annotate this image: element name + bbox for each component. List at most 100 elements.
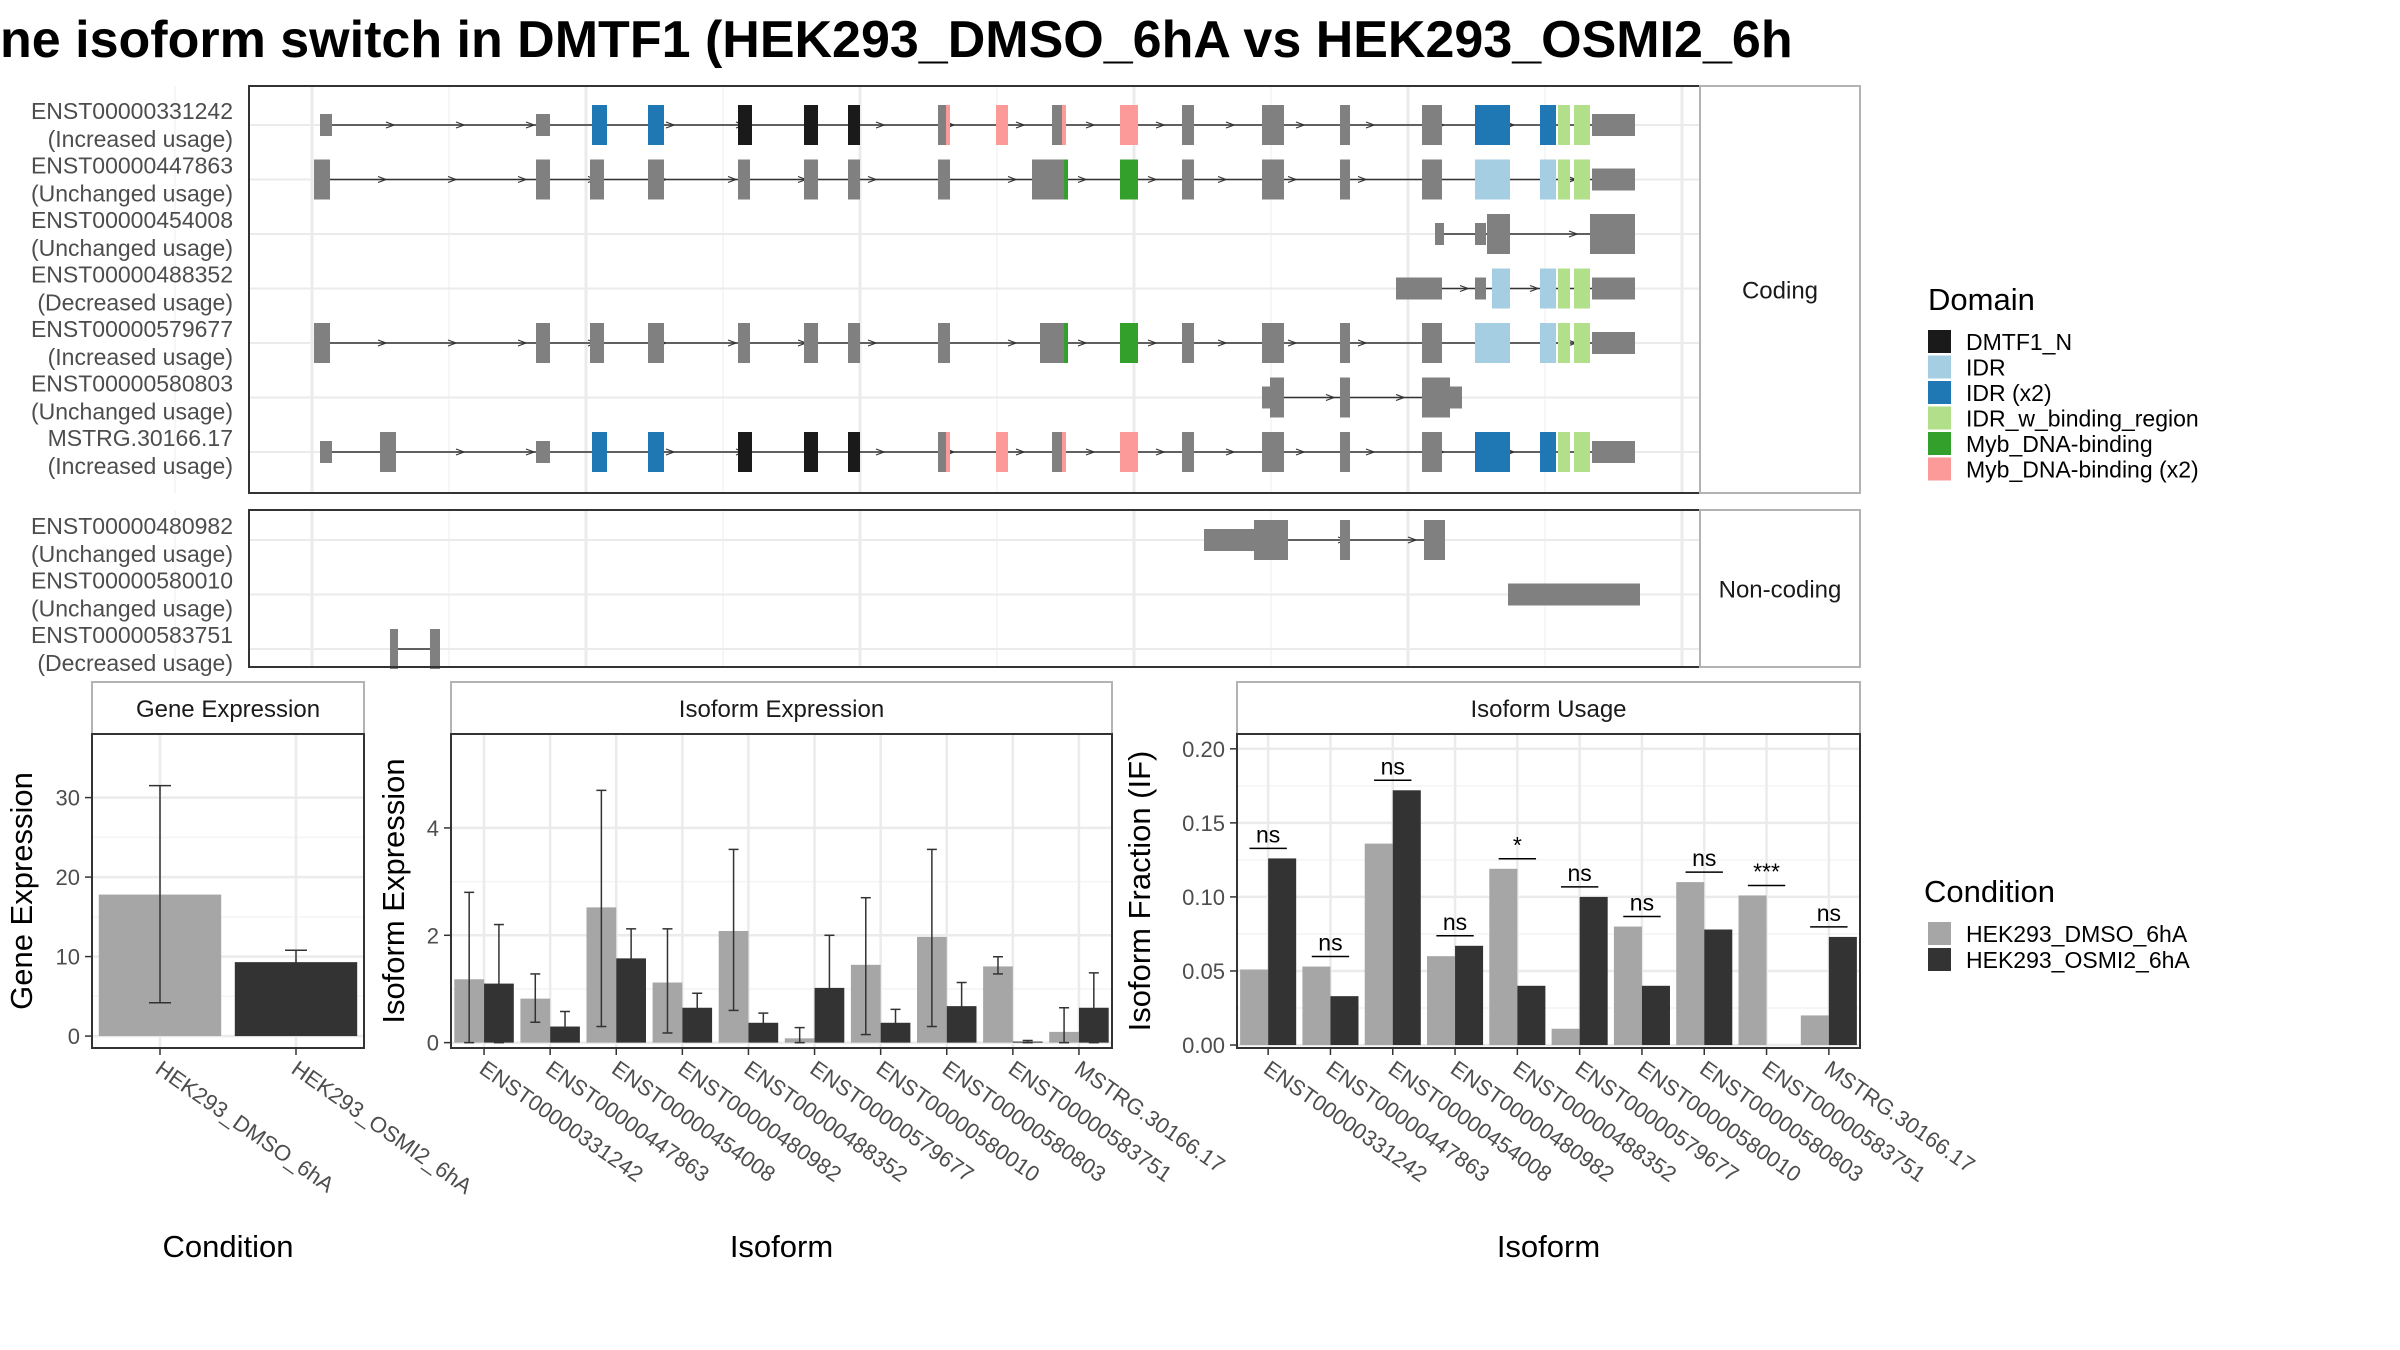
figure-title: ne isoform switch in DMTF1 (HEK293_DMSO_… bbox=[0, 11, 1793, 69]
exon-block bbox=[996, 105, 1008, 145]
domain-segment bbox=[946, 432, 950, 472]
intron-arrow bbox=[875, 448, 886, 456]
exon-block bbox=[1592, 114, 1635, 136]
exon-block bbox=[536, 323, 550, 363]
isoform-expression-panel: Isoform Expression024ENST00000331242ENST… bbox=[376, 681, 1230, 1264]
exon-block bbox=[1540, 159, 1556, 200]
y-tick-label: 4 bbox=[427, 816, 439, 841]
exon-block bbox=[1540, 432, 1556, 472]
exon-block bbox=[648, 323, 664, 363]
isoform-usage-label: (Increased usage) bbox=[48, 344, 233, 370]
exon-block bbox=[1574, 105, 1590, 145]
exon-block bbox=[804, 432, 818, 472]
domain-segment bbox=[1064, 323, 1068, 363]
panel-strip-label: Isoform Usage bbox=[1470, 696, 1626, 723]
exon-block bbox=[1204, 529, 1254, 551]
intron-arrow bbox=[1085, 121, 1096, 129]
exon-block bbox=[1340, 105, 1350, 145]
exon-block bbox=[738, 432, 752, 472]
intron-arrow bbox=[1077, 339, 1088, 347]
bar bbox=[1579, 896, 1608, 1046]
bar bbox=[1427, 956, 1456, 1046]
isoform-structure bbox=[320, 432, 1635, 472]
y-axis-title: Gene Expression bbox=[4, 772, 39, 1010]
intron-arrow bbox=[1357, 339, 1368, 347]
bar bbox=[1517, 985, 1546, 1046]
panel-strip bbox=[450, 681, 1113, 735]
noncoding-facet bbox=[174, 509, 1701, 669]
y-tick-label: 0.20 bbox=[1182, 737, 1225, 762]
bar bbox=[1330, 996, 1359, 1046]
intron-arrow bbox=[1007, 339, 1018, 347]
plot-border bbox=[450, 733, 1113, 1049]
panel-strip bbox=[91, 681, 365, 735]
isoform-id-label: ENST00000488352 bbox=[31, 262, 233, 288]
isoform-structure bbox=[1435, 214, 1635, 254]
exon-block bbox=[804, 159, 818, 200]
exon-block bbox=[996, 432, 1008, 472]
significance-label: ns bbox=[1568, 860, 1592, 886]
exon-block bbox=[314, 323, 330, 363]
intron-arrow bbox=[1155, 448, 1166, 456]
isoform-id-label: ENST00000580803 bbox=[31, 371, 233, 397]
intron-arrow bbox=[1365, 121, 1376, 129]
bar bbox=[748, 1022, 779, 1043]
exon-block bbox=[536, 159, 550, 200]
exon-block bbox=[1262, 432, 1284, 472]
exon-block bbox=[938, 323, 950, 363]
exon-block bbox=[592, 432, 607, 472]
exon-block bbox=[1040, 323, 1068, 363]
exon-block bbox=[848, 323, 860, 363]
isoform-structure bbox=[390, 629, 440, 669]
exon-block bbox=[1182, 432, 1194, 472]
domain-legend-key bbox=[1928, 406, 1951, 430]
exon-block bbox=[1262, 105, 1284, 145]
isoform-id-label: MSTRG.30166.17 bbox=[48, 425, 233, 451]
bar bbox=[983, 966, 1013, 1043]
exon-block bbox=[380, 432, 396, 472]
bar bbox=[1455, 945, 1484, 1046]
exon-block bbox=[648, 432, 664, 472]
intron-arrow bbox=[1365, 448, 1376, 456]
significance-label: ns bbox=[1381, 753, 1405, 779]
domain-legend-key bbox=[1928, 381, 1951, 404]
isoform-id-label: ENST00000454008 bbox=[31, 207, 233, 233]
exon-block bbox=[1424, 520, 1445, 560]
isoform-structure bbox=[1262, 377, 1462, 418]
bar bbox=[1800, 1015, 1829, 1046]
domain-legend-label: DMTF1_N bbox=[1966, 329, 2072, 355]
intron-arrow bbox=[1077, 175, 1088, 184]
isoform-id-label: ENST00000580010 bbox=[31, 568, 233, 594]
isoform-usage-label: (Unchanged usage) bbox=[31, 399, 233, 425]
intron-arrow bbox=[1147, 339, 1158, 347]
bar bbox=[1738, 895, 1767, 1046]
isoform-structure bbox=[320, 105, 1635, 145]
exon-block bbox=[1558, 268, 1570, 309]
significance-label: ns bbox=[1692, 845, 1716, 871]
bar bbox=[1392, 790, 1421, 1046]
significance-label: ns bbox=[1817, 900, 1841, 926]
exon-block bbox=[1540, 323, 1556, 363]
exon-block bbox=[1574, 159, 1590, 200]
bar bbox=[1302, 966, 1331, 1046]
intron-arrow bbox=[1147, 175, 1158, 184]
bar bbox=[1551, 1028, 1580, 1046]
exon-block bbox=[1422, 105, 1442, 145]
exon-block bbox=[1540, 105, 1556, 145]
domain-segment bbox=[1064, 159, 1068, 200]
condition-legend-label: HEK293_DMSO_6hA bbox=[1966, 921, 2188, 947]
exon-block bbox=[848, 432, 860, 472]
domain-legend-key bbox=[1928, 355, 1951, 379]
condition-legend-key bbox=[1928, 922, 1951, 945]
facet-strip-label: Non-coding bbox=[1719, 577, 1842, 604]
condition-legend-label: HEK293_OSMI2_6hA bbox=[1966, 947, 2190, 973]
exon-block bbox=[590, 323, 604, 363]
bar bbox=[1240, 969, 1269, 1046]
domain-legend-key bbox=[1928, 330, 1951, 353]
exon-block bbox=[738, 323, 750, 363]
exon-block bbox=[1422, 377, 1450, 418]
isoform-usage-label: (Unchanged usage) bbox=[31, 181, 233, 207]
exon-block bbox=[390, 629, 398, 669]
intron-arrow bbox=[1007, 175, 1018, 184]
domain-segment bbox=[1062, 432, 1066, 472]
